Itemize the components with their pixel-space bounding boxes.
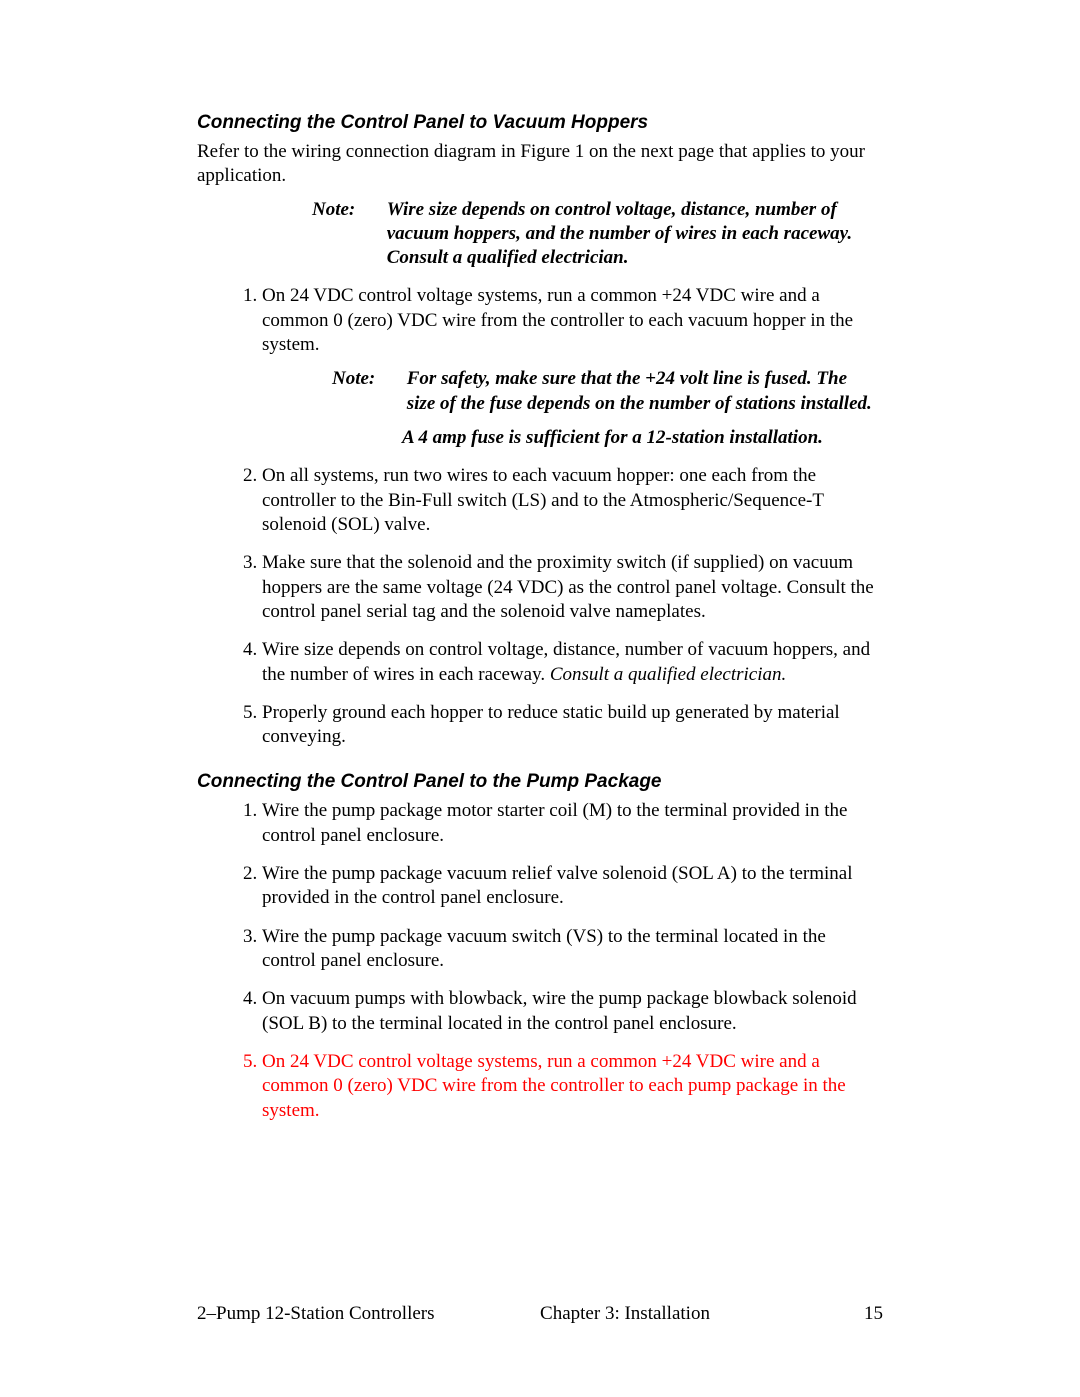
list-item-red: On 24 VDC control voltage systems, run a… bbox=[262, 1050, 883, 1123]
list-item-text: Wire the pump package motor starter coil… bbox=[262, 800, 847, 845]
note-label: Note: bbox=[312, 198, 382, 222]
list-item-text: Wire the pump package vacuum switch (VS)… bbox=[262, 926, 826, 971]
note-block-fused: Note: For safety, make sure that the +24… bbox=[332, 367, 883, 416]
list-item-text-italic: Consult a qualified electrician. bbox=[550, 664, 786, 685]
footer-left: 2–Pump 12-Station Controllers bbox=[197, 1303, 487, 1325]
section-heading-pump-package: Connecting the Control Panel to the Pump… bbox=[197, 771, 883, 793]
vacuum-hoppers-steps: On 24 VDC control voltage systems, run a… bbox=[197, 284, 883, 749]
note-block-wire-size: Note: Wire size depends on control volta… bbox=[312, 198, 873, 271]
note-body: Wire size depends on control voltage, di… bbox=[387, 198, 868, 271]
note-label: Note: bbox=[332, 367, 402, 391]
list-item: On all systems, run two wires to each va… bbox=[262, 464, 883, 537]
list-item: Wire the pump package vacuum switch (VS)… bbox=[262, 925, 883, 974]
list-item-text: On vacuum pumps with blowback, wire the … bbox=[262, 988, 857, 1033]
footer-center: Chapter 3: Installation bbox=[487, 1303, 763, 1325]
list-item: Wire size depends on control voltage, di… bbox=[262, 638, 883, 687]
list-item-text: Make sure that the solenoid and the prox… bbox=[262, 552, 874, 622]
list-item-text: On all systems, run two wires to each va… bbox=[262, 465, 824, 535]
list-item: Make sure that the solenoid and the prox… bbox=[262, 551, 883, 624]
list-item: Wire the pump package vacuum relief valv… bbox=[262, 862, 883, 911]
footer-right: 15 bbox=[763, 1303, 883, 1325]
intro-paragraph: Refer to the wiring connection diagram i… bbox=[197, 140, 883, 188]
list-item-text: Properly ground each hopper to reduce st… bbox=[262, 702, 840, 747]
pump-package-steps: Wire the pump package motor starter coil… bbox=[197, 799, 883, 1122]
section-heading-vacuum-hoppers: Connecting the Control Panel to Vacuum H… bbox=[197, 112, 883, 134]
list-item: On vacuum pumps with blowback, wire the … bbox=[262, 987, 883, 1036]
list-item: Wire the pump package motor starter coil… bbox=[262, 799, 883, 848]
list-item-text: On 24 VDC control voltage systems, run a… bbox=[262, 1051, 846, 1121]
page-footer: 2–Pump 12-Station Controllers Chapter 3:… bbox=[197, 1303, 883, 1325]
note-extra-4amp: A 4 amp fuse is sufficient for a 12-stat… bbox=[402, 426, 883, 450]
list-item: Properly ground each hopper to reduce st… bbox=[262, 701, 883, 750]
document-page: Connecting the Control Panel to Vacuum H… bbox=[0, 0, 1080, 1397]
note-body: For safety, make sure that the +24 volt … bbox=[407, 367, 878, 416]
list-item-text: Wire the pump package vacuum relief valv… bbox=[262, 863, 853, 908]
list-item-text: On 24 VDC control voltage systems, run a… bbox=[262, 285, 853, 355]
list-item: On 24 VDC control voltage systems, run a… bbox=[262, 284, 883, 450]
